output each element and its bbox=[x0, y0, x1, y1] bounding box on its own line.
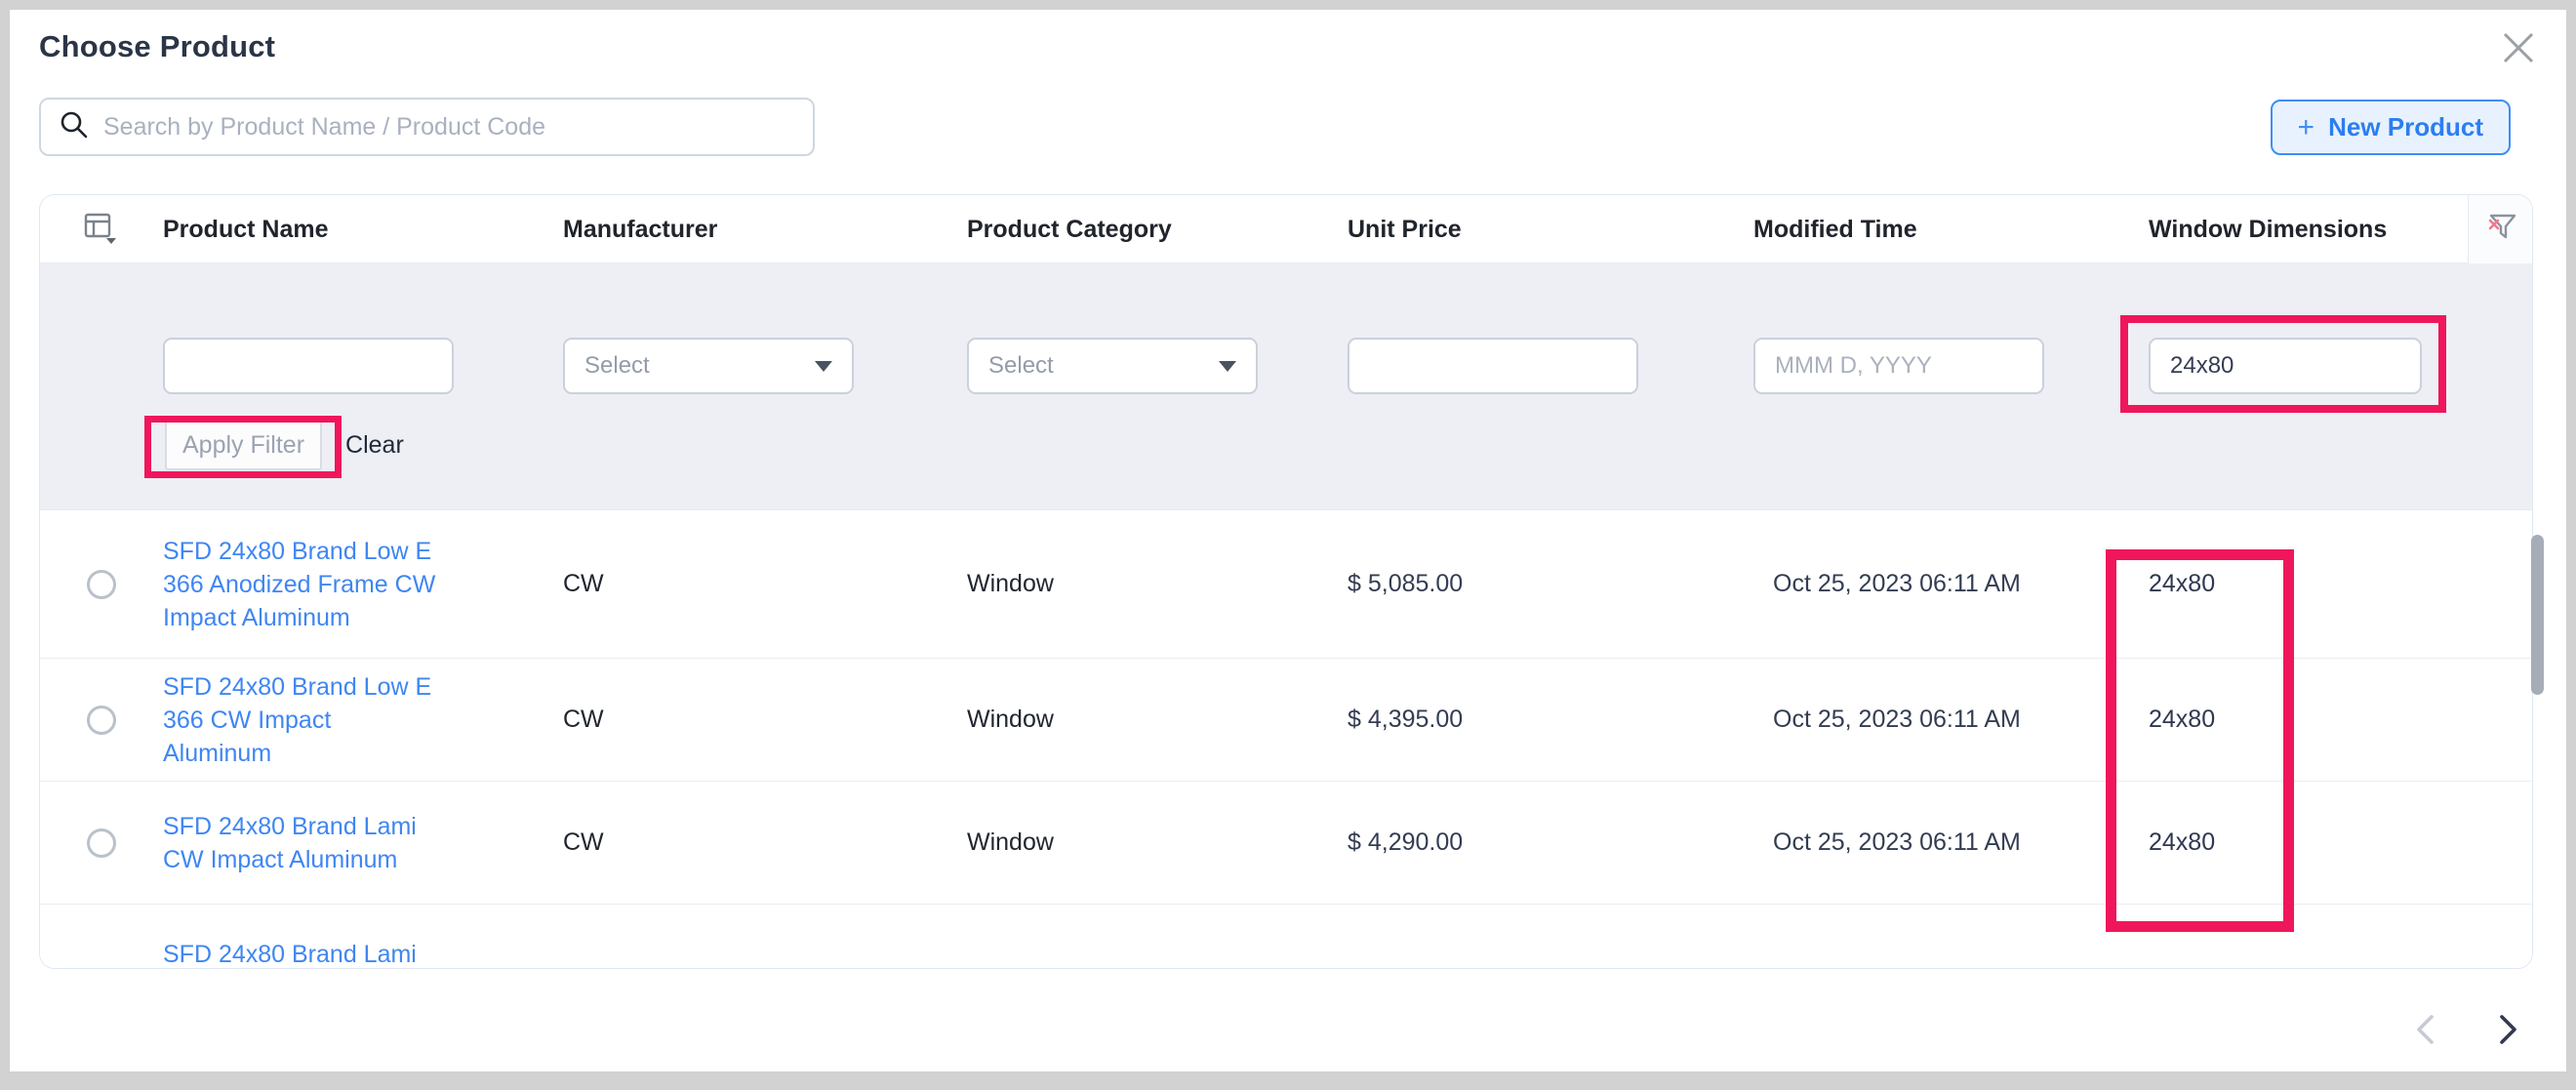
product-name-link[interactable]: SFD 24x80 Brand Lami bbox=[163, 941, 417, 968]
category-cell: Window bbox=[967, 706, 1054, 733]
chevron-left-icon bbox=[2412, 1015, 2437, 1051]
manufacturer-cell: CW bbox=[563, 828, 604, 856]
table-row: SFD 24x80 Brand Low E 366 Anodized Frame… bbox=[40, 510, 2532, 659]
next-page-button[interactable] bbox=[2492, 1007, 2525, 1055]
chevron-right-icon bbox=[2496, 1015, 2521, 1051]
table-row: SFD 24x80 Brand Lami CW Impact Aluminum … bbox=[40, 782, 2532, 905]
plus-icon: + bbox=[2297, 110, 2315, 143]
filter-manufacturer-select-value: Select bbox=[584, 352, 650, 379]
apply-filter-button[interactable]: Apply Filter bbox=[165, 420, 323, 470]
table-row: SFD 24x80 Brand Low E 366 CW Impact Alum… bbox=[40, 659, 2532, 782]
column-header-manufacturer: Manufacturer bbox=[563, 215, 718, 243]
table-row: SFD 24x80 Brand Lami bbox=[40, 905, 2532, 968]
filter-category-select[interactable]: Select bbox=[967, 338, 1258, 394]
table-header-row: Product Name Manufacturer Product Catego… bbox=[40, 195, 2532, 263]
manufacturer-cell: CW bbox=[563, 706, 604, 733]
prev-page-button[interactable] bbox=[2408, 1007, 2441, 1055]
pagination bbox=[2408, 1007, 2525, 1055]
clear-filter-icon bbox=[2482, 208, 2521, 252]
column-header-product-category: Product Category bbox=[967, 215, 1172, 243]
column-header-unit-price: Unit Price bbox=[1348, 215, 1462, 243]
search-input[interactable] bbox=[103, 112, 795, 141]
product-name-link[interactable]: SFD 24x80 Brand Lami CW Impact Aluminum bbox=[163, 812, 417, 873]
chevron-down-icon bbox=[815, 360, 832, 372]
window-dimensions-cell: 24x80 bbox=[2149, 828, 2216, 856]
clear-filter-link[interactable]: Clear bbox=[345, 430, 404, 459]
filter-product-name-input[interactable] bbox=[163, 338, 454, 394]
filter-category-select-value: Select bbox=[988, 352, 1054, 379]
category-cell: Window bbox=[967, 570, 1054, 597]
product-name-link[interactable]: SFD 24x80 Brand Low E 366 Anodized Frame… bbox=[163, 537, 436, 631]
filter-unit-price-input[interactable] bbox=[1348, 338, 1638, 394]
close-icon bbox=[2499, 28, 2538, 70]
chevron-down-icon bbox=[1219, 360, 1236, 372]
new-product-button[interactable]: + New Product bbox=[2270, 100, 2511, 155]
search-icon bbox=[59, 109, 103, 145]
filter-section: Select Select Apply Filter Clear bbox=[40, 263, 2532, 510]
window-dimensions-cell: 24x80 bbox=[2149, 570, 2216, 597]
vertical-scrollbar-thumb[interactable] bbox=[2531, 535, 2544, 695]
unit-price-cell: $ 4,290.00 bbox=[1348, 828, 1464, 856]
modified-time-cell: Oct 25, 2023 06:11 AM bbox=[1773, 706, 2021, 733]
modified-time-cell: Oct 25, 2023 06:11 AM bbox=[1773, 828, 2021, 856]
new-product-label: New Product bbox=[2328, 112, 2483, 141]
row-radio[interactable] bbox=[87, 828, 116, 858]
product-name-link[interactable]: SFD 24x80 Brand Low E 366 CW Impact Alum… bbox=[163, 672, 432, 767]
column-header-modified-time: Modified Time bbox=[1753, 215, 1917, 243]
column-settings-button[interactable] bbox=[40, 195, 163, 263]
search-box bbox=[39, 98, 815, 156]
columns-icon bbox=[83, 212, 120, 248]
filter-window-dimensions-input[interactable] bbox=[2149, 338, 2422, 394]
filter-modified-time-input[interactable] bbox=[1753, 338, 2044, 394]
modified-time-cell: Oct 25, 2023 06:11 AM bbox=[1773, 570, 2021, 597]
filter-manufacturer-select[interactable]: Select bbox=[563, 338, 854, 394]
row-radio[interactable] bbox=[87, 569, 116, 599]
manufacturer-cell: CW bbox=[563, 570, 604, 597]
unit-price-cell: $ 4,395.00 bbox=[1348, 706, 1464, 733]
page-title: Choose Product bbox=[39, 29, 276, 63]
unit-price-cell: $ 5,085.00 bbox=[1348, 570, 1464, 597]
close-button[interactable] bbox=[2493, 23, 2544, 74]
column-header-window-dimensions: Window Dimensions bbox=[2149, 215, 2388, 243]
clear-filter-button[interactable] bbox=[2468, 195, 2532, 263]
product-table: Product Name Manufacturer Product Catego… bbox=[39, 194, 2533, 969]
window-dimensions-cell: 24x80 bbox=[2149, 706, 2216, 733]
choose-product-modal: Choose Product + New Product bbox=[10, 10, 2566, 1071]
category-cell: Window bbox=[967, 828, 1054, 856]
column-header-product-name: Product Name bbox=[163, 215, 329, 243]
row-radio[interactable] bbox=[87, 705, 116, 735]
